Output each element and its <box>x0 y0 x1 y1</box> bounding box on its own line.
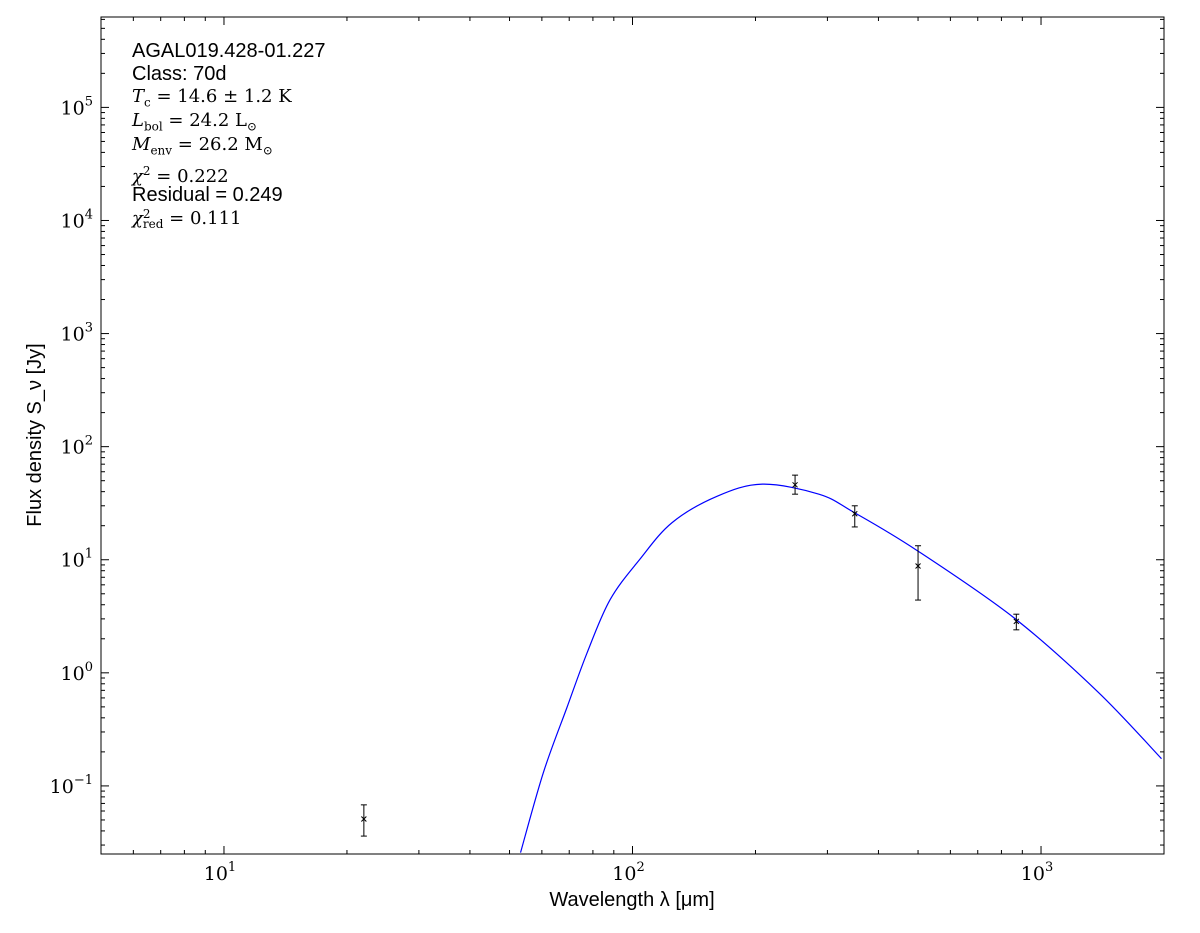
data-point <box>915 545 922 601</box>
source-name: AGAL019.428-01.227 <box>132 40 326 62</box>
data-point <box>1013 613 1020 631</box>
y-tick-label: 105 <box>61 94 93 119</box>
model-curve <box>519 483 1162 853</box>
data-point <box>851 505 858 528</box>
x-marker <box>915 563 921 569</box>
luminosity-label: Lbol = 24.2 L⊙ <box>132 110 258 134</box>
y-tick-label: 100 <box>61 660 93 685</box>
class-label: Class: 70d <box>132 63 227 85</box>
x-marker <box>1013 618 1020 625</box>
chi2-reduced-label: χ2 red = 0.111 <box>132 207 242 231</box>
x-marker <box>851 510 858 517</box>
mass-label: Menv = 26.2 M⊙ <box>132 134 273 158</box>
x-marker <box>792 481 798 488</box>
x-tick-label: 102 <box>612 860 644 885</box>
y-tick-label: 103 <box>61 321 93 346</box>
y-axis-label: Flux density S_ν [Jy] <box>24 343 46 526</box>
x-marker <box>361 816 367 822</box>
chi2-label: χ2 = 0.222 <box>132 164 229 187</box>
data-point <box>360 804 367 837</box>
x-tick-label: 101 <box>204 860 236 885</box>
x-axis-label: Wavelength λ [μm] <box>549 889 714 911</box>
y-tick-label: 104 <box>61 207 93 232</box>
x-tick-label: 103 <box>1021 860 1053 885</box>
y-tick-label: 101 <box>61 547 93 572</box>
plot-frame <box>100 16 1165 855</box>
data-point <box>792 474 799 495</box>
y-tick-label: 102 <box>61 434 93 459</box>
residual-label: Residual = 0.249 <box>132 184 283 206</box>
temperature-label: Tc = 14.6 ± 1.2 K <box>132 86 292 110</box>
y-tick-label: 10−1 <box>50 773 93 798</box>
